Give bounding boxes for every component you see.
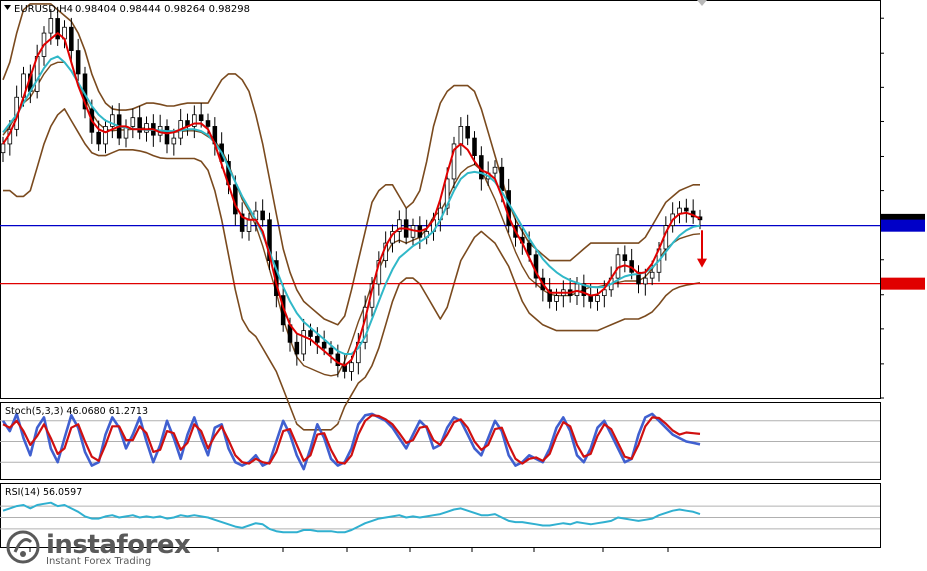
symbol-label: EURUSD,H4 [14, 4, 73, 15]
candle-body [472, 137, 477, 156]
stoch-header: Stoch(5,3,3) 46.0680 61.2713 [5, 406, 148, 417]
candle-body [103, 126, 108, 145]
candle-body [192, 114, 197, 127]
candle-body [0, 143, 6, 154]
ohlc-values: 0.98404 0.98444 0.98264 0.98298 [75, 4, 250, 15]
candle-body [547, 289, 552, 302]
candle-body [622, 254, 628, 262]
bollinger-lower-line [3, 108, 701, 431]
logo-tagline: Instant Forex Trading [46, 556, 152, 567]
candle-body [205, 120, 211, 127]
moving-averages [2, 32, 707, 367]
chart-header: EURUSD,H4 0.98404 0.98444 0.98264 0.9829… [4, 4, 250, 15]
ma-fast-line [2, 32, 701, 367]
candle-body [581, 283, 587, 297]
candle-body [458, 126, 464, 145]
candle-body [335, 353, 341, 367]
rsi-header: RSI(14) 56.0597 [5, 487, 82, 498]
candle-body [137, 117, 142, 133]
candle-body [246, 219, 252, 232]
candle-body [684, 207, 689, 212]
down-arrow-head [697, 258, 707, 268]
candle-body [554, 295, 559, 302]
candle-body [164, 126, 170, 145]
candle-body [110, 114, 115, 127]
candle-body [315, 336, 320, 343]
candle-body [328, 347, 334, 355]
candle-body [444, 178, 450, 209]
candle-body [260, 210, 265, 221]
time-axis [29, 548, 669, 552]
candle-body [239, 213, 245, 232]
candle-body [492, 166, 498, 174]
osc-series-0 [2, 501, 701, 534]
price-axis [880, 17, 925, 399]
candle-body [198, 114, 204, 121]
candle-body [75, 50, 81, 75]
rsi-plot [0, 501, 880, 534]
price-level-tag [881, 277, 925, 290]
candle-body [649, 271, 655, 279]
price-level-tag [881, 219, 925, 232]
candle-body [643, 277, 648, 285]
candle-body [171, 137, 177, 145]
scroll-shift-marker[interactable] [697, 0, 707, 6]
candle-body [451, 143, 457, 180]
candle-body [301, 330, 306, 355]
candle-body [48, 18, 54, 34]
logo: instaforex Instant Forex Trading [2, 528, 191, 568]
candle-body [349, 362, 354, 372]
candle-body [144, 123, 149, 133]
logo-icon [6, 530, 40, 564]
osc-series-1 [2, 414, 701, 465]
candle-body [499, 166, 505, 192]
candle-body [55, 18, 60, 40]
candle-body [308, 330, 313, 337]
candle-body [130, 117, 136, 127]
candle-body [526, 242, 532, 256]
logo-name: instaforex [46, 530, 191, 560]
candle-body [69, 26, 74, 51]
symbol-dropdown-icon[interactable] [4, 5, 11, 10]
candle-body [96, 131, 101, 145]
candle-body [465, 126, 470, 139]
stoch-plot [0, 412, 880, 471]
main-plot [0, 3, 880, 431]
candle-body [267, 219, 272, 262]
candle-body [294, 341, 300, 355]
candle-body [595, 295, 600, 302]
candle-body [574, 283, 580, 297]
candle-body [321, 341, 327, 349]
candle-body [397, 219, 402, 232]
